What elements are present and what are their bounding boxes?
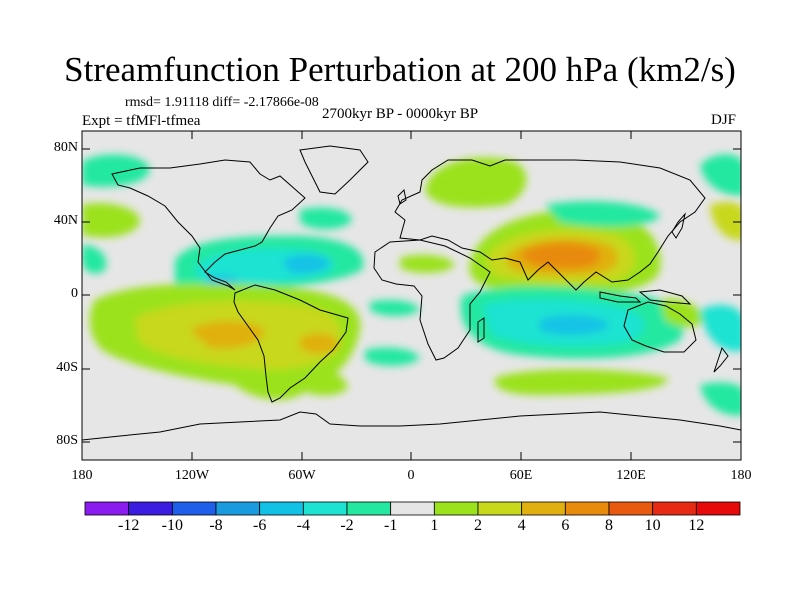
colorbar-label: 2: [474, 517, 482, 534]
lat-ticks: [82, 148, 741, 443]
colorbar-label: -6: [252, 517, 267, 534]
lon-label-180e: 180: [730, 468, 752, 483]
colorbar-label: -8: [209, 517, 223, 534]
season-label: DJF: [711, 112, 737, 128]
lon-label-120e: 120E: [616, 468, 646, 483]
colorbar-label: 10: [644, 517, 661, 534]
colorbar: [84, 501, 741, 516]
colorbar-swatch: [215, 501, 261, 516]
colorbar-swatch: [259, 501, 304, 516]
colorbar-swatch: [695, 501, 741, 516]
colorbar-swatch: [302, 501, 348, 516]
lat-label-40s: 40S: [56, 360, 78, 375]
colorbar-label: -10: [161, 517, 183, 534]
lat-label-0: 0: [71, 286, 78, 301]
lat-label-80n: 80N: [53, 140, 78, 155]
lon-label-0: 0: [407, 468, 415, 483]
colorbar-swatch: [171, 501, 217, 516]
colorbar-swatch: [346, 501, 392, 516]
chart-title: Streamfunction Perturbation at 200 hPa (…: [64, 50, 736, 89]
lon-label-60w: 60W: [288, 468, 316, 483]
lat-label-40n: 40N: [53, 213, 78, 228]
stats-text: rmsd= 1.91118 diff= -2.17866e-08: [125, 95, 319, 110]
colorbar-swatch: [564, 501, 610, 516]
lon-ticks: [191, 131, 632, 460]
colorbar-label: 6: [561, 517, 570, 534]
colorbar-label: -2: [340, 517, 354, 534]
colorbar-swatch: [433, 501, 479, 516]
colorbar-swatch: [608, 501, 654, 516]
lat-label-80s: 80S: [56, 433, 78, 448]
colorbar-label: -12: [117, 517, 140, 534]
coastlines: [82, 145, 741, 441]
colorbar-swatch: [477, 501, 523, 516]
colorbar-swatch: [84, 501, 130, 516]
lon-label-120w: 120W: [174, 468, 210, 483]
colorbar-label: 4: [517, 517, 526, 534]
colorbar-label: -1: [383, 517, 398, 534]
colorbar-label: -4: [296, 517, 310, 534]
colorbar-swatch: [521, 501, 566, 516]
lon-label-180w: 180: [71, 468, 93, 483]
colorbar-swatch: [390, 501, 435, 516]
experiment-label: Expt = tfMFl-tfmea: [82, 113, 201, 129]
colorbar-label: 12: [688, 517, 705, 534]
colorbar-label: 8: [605, 517, 613, 534]
lon-label-60e: 60E: [509, 468, 533, 483]
colorbar-swatch: [652, 501, 697, 516]
period-label: 2700kyr BP - 0000kyr BP: [322, 106, 479, 122]
colorbar-swatch: [128, 501, 173, 516]
colorbar-label: 1: [430, 517, 439, 534]
contour-fill-layer: [82, 154, 741, 416]
